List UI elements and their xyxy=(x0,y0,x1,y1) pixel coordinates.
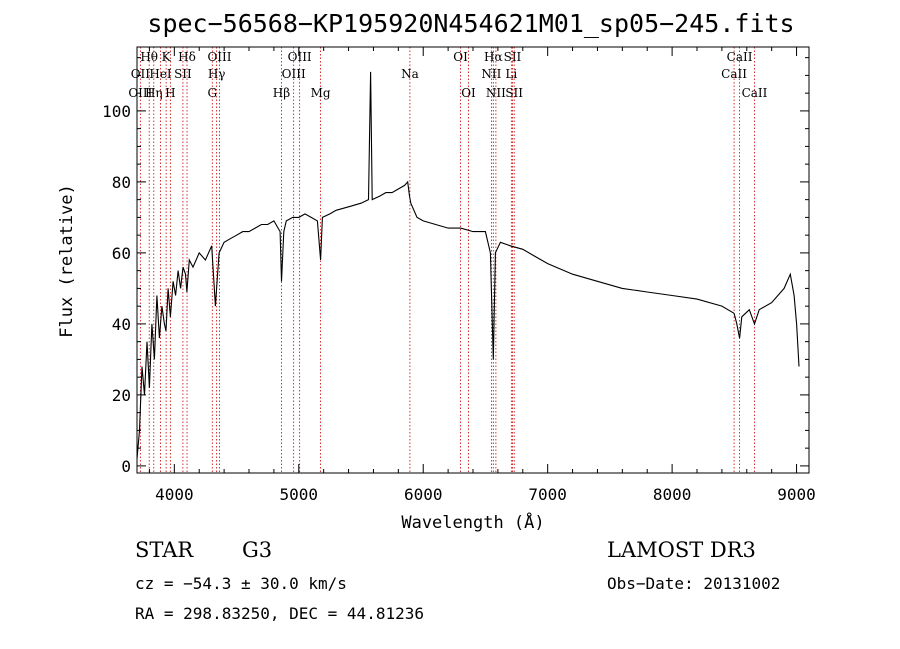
line-marker-label: OII xyxy=(131,67,151,81)
line-marker-label: OI xyxy=(453,50,468,64)
line-marker-label: Na xyxy=(401,67,419,81)
line-marker-label: Hδ xyxy=(178,50,196,64)
object-subclass: G3 xyxy=(242,538,273,562)
y-tick-label: 80 xyxy=(112,173,131,192)
chart-title: spec−56568−KP195920N454621M01_sp05−245.f… xyxy=(147,9,794,38)
y-tick-label: 20 xyxy=(112,386,131,405)
line-marker-label: SII xyxy=(504,50,522,64)
line-marker-label: OIII xyxy=(288,50,312,64)
x-tick-label: 5000 xyxy=(280,485,319,504)
y-axis-label: Flux (relative) xyxy=(57,184,77,338)
line-marker-label: Hα xyxy=(484,50,503,64)
line-marker-label: K xyxy=(162,50,172,64)
x-tick-label: 7000 xyxy=(528,485,567,504)
y-tick-label: 40 xyxy=(112,315,131,334)
line-marker-label: OIII xyxy=(282,67,306,81)
line-marker-label: CaII xyxy=(727,50,753,64)
line-marker-label: CaII xyxy=(742,86,768,100)
y-tick-label: 60 xyxy=(112,244,131,263)
redshift-velocity: cz = −54.3 ± 30.0 km/s xyxy=(135,574,347,593)
line-marker-label: Hγ xyxy=(208,67,226,81)
line-marker-label: OIII xyxy=(207,50,231,64)
object-class: STAR xyxy=(135,538,194,562)
line-marker-label: HeI xyxy=(149,67,172,81)
x-tick-label: 9000 xyxy=(777,485,816,504)
line-marker-label: Li xyxy=(505,67,517,81)
observation-date: Obs−Date: 20131002 xyxy=(607,574,781,593)
y-tick-label: 0 xyxy=(121,457,131,476)
line-marker-label: Hη xyxy=(145,86,163,100)
line-marker-label: OI xyxy=(461,86,476,100)
survey-name: LAMOST DR3 xyxy=(607,538,756,562)
line-marker-label: Hβ xyxy=(273,86,290,100)
line-marker-label: Hθ xyxy=(140,50,158,64)
y-tick-label: 100 xyxy=(102,102,131,121)
line-marker-label: NII xyxy=(486,86,506,100)
line-marker-label: H xyxy=(165,86,175,100)
x-tick-label: 6000 xyxy=(404,485,443,504)
y-axis-ticks: 0 20 40 60 80 100 xyxy=(102,57,809,476)
line-marker-label: CaII xyxy=(721,67,747,81)
line-marker-label: SII xyxy=(174,67,192,81)
sky-coordinates: RA = 298.83250, DEC = 44.81236 xyxy=(135,604,424,623)
line-marker-label: NII xyxy=(481,67,501,81)
plot-frame xyxy=(136,46,810,474)
spectrum-series-line xyxy=(136,71,800,459)
line-marker-label: G xyxy=(207,86,217,100)
x-tick-label: 4000 xyxy=(155,485,194,504)
line-marker-label: Mg xyxy=(311,86,331,100)
line-marker-group xyxy=(139,47,755,473)
line-marker-label: SII xyxy=(505,86,523,100)
x-tick-label: 8000 xyxy=(653,485,692,504)
x-axis-label: Wavelength (Å) xyxy=(401,511,544,533)
x-axis-ticks: 4000 5000 6000 7000 8000 9000 xyxy=(148,47,816,504)
